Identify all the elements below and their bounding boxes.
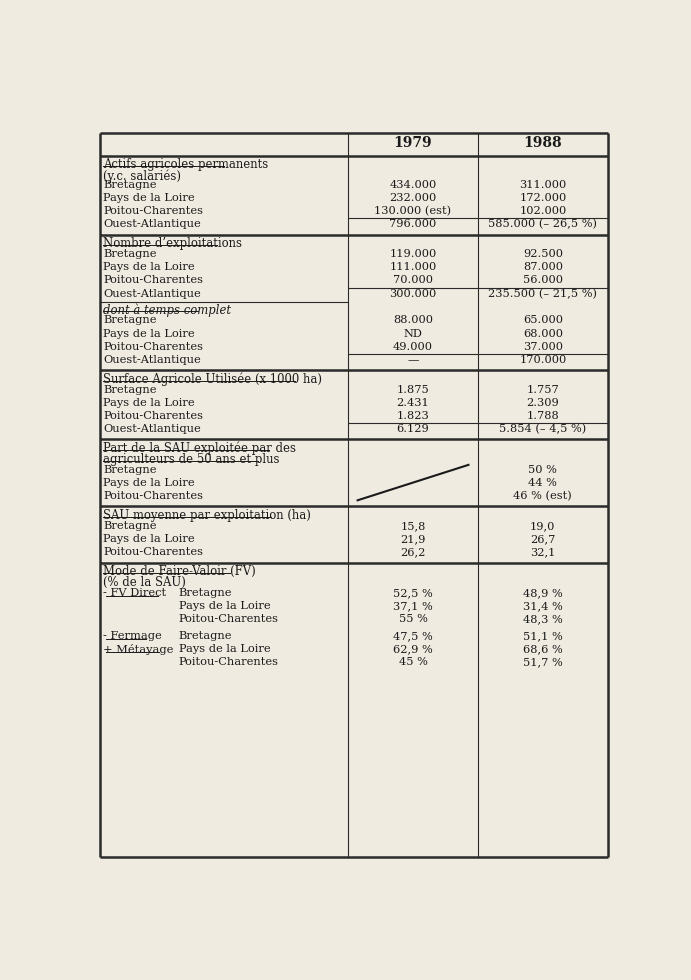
Text: Mode de Faire-Valoir (FV): Mode de Faire-Valoir (FV)	[104, 564, 256, 578]
Text: 51,7 %: 51,7 %	[523, 658, 562, 667]
Text: Bretagne: Bretagne	[104, 465, 157, 475]
Text: 235.500 (– 21,5 %): 235.500 (– 21,5 %)	[489, 288, 597, 299]
Text: - FV Direct: - FV Direct	[104, 588, 167, 598]
Text: Ouest-Atlantique: Ouest-Atlantique	[104, 288, 201, 299]
Text: 65.000: 65.000	[523, 316, 563, 325]
Text: 48,9 %: 48,9 %	[523, 588, 562, 598]
Text: Ouest-Atlantique: Ouest-Atlantique	[104, 220, 201, 229]
Text: Poitou-Charentes: Poitou-Charentes	[104, 206, 203, 217]
Text: 311.000: 311.000	[519, 180, 567, 190]
Text: Bretagne: Bretagne	[104, 521, 157, 531]
Text: 1988: 1988	[524, 136, 562, 150]
Text: 2.431: 2.431	[397, 398, 429, 408]
Text: 56.000: 56.000	[523, 275, 563, 285]
Text: 46 % (est): 46 % (est)	[513, 491, 572, 502]
Text: 6.129: 6.129	[397, 424, 429, 434]
Text: Pays de la Loire: Pays de la Loire	[178, 601, 270, 612]
Text: Actifs agricoles permanents: Actifs agricoles permanents	[104, 159, 269, 171]
Text: Pays de la Loire: Pays de la Loire	[104, 478, 195, 488]
Text: 37.000: 37.000	[523, 342, 563, 352]
Text: Surface Agricole Utilisée (x 1000 ha): Surface Agricole Utilisée (x 1000 ha)	[104, 372, 323, 386]
Text: 55 %: 55 %	[399, 614, 428, 624]
Text: 51,1 %: 51,1 %	[523, 631, 562, 641]
Text: Bretagne: Bretagne	[104, 316, 157, 325]
Text: 49.000: 49.000	[393, 342, 433, 352]
Text: Pays de la Loire: Pays de la Loire	[104, 534, 195, 544]
Text: Poitou-Charentes: Poitou-Charentes	[104, 411, 203, 421]
Text: 1.823: 1.823	[397, 411, 429, 421]
Text: Part de la SAU exploitée par des: Part de la SAU exploitée par des	[104, 442, 296, 456]
Text: 21,9: 21,9	[400, 534, 426, 544]
Text: Ouest-Atlantique: Ouest-Atlantique	[104, 424, 201, 434]
Text: Poitou-Charentes: Poitou-Charentes	[104, 275, 203, 285]
Text: 15,8: 15,8	[400, 521, 426, 531]
Text: 585.000 (– 26,5 %): 585.000 (– 26,5 %)	[489, 220, 597, 229]
Text: 44 %: 44 %	[529, 478, 557, 488]
Text: Bretagne: Bretagne	[178, 631, 232, 641]
Text: 119.000: 119.000	[390, 249, 437, 260]
Text: 48,3 %: 48,3 %	[523, 614, 562, 624]
Text: 52,5 %: 52,5 %	[393, 588, 433, 598]
Text: 68.000: 68.000	[523, 328, 563, 338]
Text: Pays de la Loire: Pays de la Loire	[104, 398, 195, 408]
Text: Poitou-Charentes: Poitou-Charentes	[104, 547, 203, 558]
Text: Pays de la Loire: Pays de la Loire	[104, 263, 195, 272]
Text: 434.000: 434.000	[390, 180, 437, 190]
Text: 111.000: 111.000	[390, 263, 437, 272]
Text: 130.000 (est): 130.000 (est)	[375, 206, 452, 217]
Text: 70.000: 70.000	[393, 275, 433, 285]
Text: Pays de la Loire: Pays de la Loire	[104, 193, 195, 203]
Text: Poitou-Charentes: Poitou-Charentes	[178, 658, 278, 667]
Text: Poitou-Charentes: Poitou-Charentes	[104, 491, 203, 501]
Text: agriculteurs de 50 ans et plus: agriculteurs de 50 ans et plus	[104, 453, 280, 466]
Text: Poitou-Charentes: Poitou-Charentes	[178, 614, 278, 624]
Text: 47,5 %: 47,5 %	[393, 631, 433, 641]
Text: 102.000: 102.000	[519, 206, 567, 217]
Text: 50 %: 50 %	[529, 465, 557, 475]
Text: 1.757: 1.757	[527, 385, 559, 395]
Text: 87.000: 87.000	[523, 263, 563, 272]
Text: 26,2: 26,2	[400, 547, 426, 558]
Text: —: —	[408, 355, 419, 365]
Text: Bretagne: Bretagne	[178, 588, 232, 598]
Text: ND: ND	[404, 328, 422, 338]
Text: - Fermage: - Fermage	[104, 631, 162, 641]
Text: 32,1: 32,1	[530, 547, 556, 558]
Text: Bretagne: Bretagne	[104, 180, 157, 190]
Text: Bretagne: Bretagne	[104, 385, 157, 395]
Text: 170.000: 170.000	[519, 355, 567, 365]
Text: 62,9 %: 62,9 %	[393, 644, 433, 655]
Text: Nombre d’exploitations: Nombre d’exploitations	[104, 237, 243, 250]
Text: 300.000: 300.000	[390, 288, 437, 299]
Text: Poitou-Charentes: Poitou-Charentes	[104, 342, 203, 352]
Text: 172.000: 172.000	[519, 193, 567, 203]
Text: Ouest-Atlantique: Ouest-Atlantique	[104, 355, 201, 365]
Text: 19,0: 19,0	[530, 521, 556, 531]
Text: 68,6 %: 68,6 %	[523, 644, 562, 655]
Text: 1.788: 1.788	[527, 411, 559, 421]
Text: 37,1 %: 37,1 %	[393, 601, 433, 612]
Text: dont à temps complet: dont à temps complet	[104, 303, 231, 317]
Text: (y.c. salariés): (y.c. salariés)	[104, 170, 182, 182]
Text: + Métayage: + Métayage	[104, 644, 174, 656]
Text: Pays de la Loire: Pays de la Loire	[104, 328, 195, 338]
Text: 88.000: 88.000	[393, 316, 433, 325]
Text: 92.500: 92.500	[523, 249, 563, 260]
Text: Bretagne: Bretagne	[104, 249, 157, 260]
Text: 26,7: 26,7	[530, 534, 556, 544]
Text: 1.875: 1.875	[397, 385, 429, 395]
Text: 31,4 %: 31,4 %	[523, 601, 562, 612]
Text: SAU moyenne par exploitation (ha): SAU moyenne par exploitation (ha)	[104, 509, 312, 521]
Text: (% de la SAU): (% de la SAU)	[104, 575, 187, 589]
Text: 2.309: 2.309	[527, 398, 559, 408]
Text: 232.000: 232.000	[390, 193, 437, 203]
Text: 5.854 (– 4,5 %): 5.854 (– 4,5 %)	[499, 424, 587, 434]
Text: 45 %: 45 %	[399, 658, 428, 667]
Text: 796.000: 796.000	[390, 220, 437, 229]
Text: 1979: 1979	[394, 136, 433, 150]
Text: Pays de la Loire: Pays de la Loire	[178, 644, 270, 655]
